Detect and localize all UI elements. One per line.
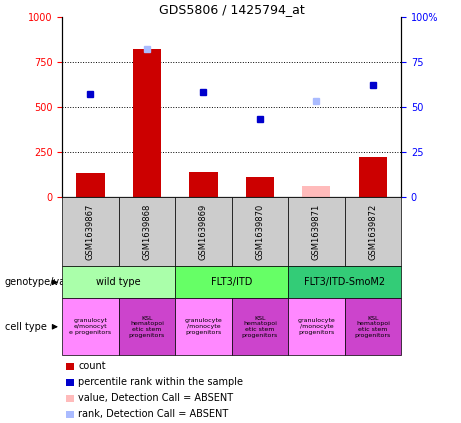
Bar [302,186,331,197]
Text: GSM1639872: GSM1639872 [368,203,378,260]
Text: GSM1639868: GSM1639868 [142,203,152,260]
Text: GSM1639867: GSM1639867 [86,203,95,260]
Text: KSL
hematopoi
etic stem
progenitors: KSL hematopoi etic stem progenitors [355,316,391,338]
Text: FLT3/ITD-SmoM2: FLT3/ITD-SmoM2 [304,277,385,287]
Text: percentile rank within the sample: percentile rank within the sample [78,377,243,387]
Text: granulocyte
/monocyte
progenitors: granulocyte /monocyte progenitors [297,319,335,335]
Text: wild type: wild type [96,277,141,287]
Text: cell type: cell type [5,322,47,332]
Bar [189,172,218,197]
Text: genotype/variation: genotype/variation [5,277,97,287]
Text: count: count [78,361,106,371]
Text: granulocyt
e/monocyt
e progenitors: granulocyt e/monocyt e progenitors [70,319,112,335]
Text: rank, Detection Call = ABSENT: rank, Detection Call = ABSENT [78,409,229,419]
Text: granulocyte
/monocyte
progenitors: granulocyte /monocyte progenitors [184,319,222,335]
Bar [133,49,161,197]
Text: FLT3/ITD: FLT3/ITD [211,277,252,287]
Text: GSM1639870: GSM1639870 [255,203,265,260]
Text: GSM1639869: GSM1639869 [199,203,208,260]
Bar [77,173,105,197]
Text: GSM1639871: GSM1639871 [312,203,321,260]
Text: KSL
hematopoi
etic stem
progenitors: KSL hematopoi etic stem progenitors [129,316,165,338]
Text: value, Detection Call = ABSENT: value, Detection Call = ABSENT [78,393,233,403]
Bar [359,157,387,197]
Text: KSL
hematopoi
etic stem
progenitors: KSL hematopoi etic stem progenitors [242,316,278,338]
Bar [246,177,274,197]
Title: GDS5806 / 1425794_at: GDS5806 / 1425794_at [159,3,305,16]
